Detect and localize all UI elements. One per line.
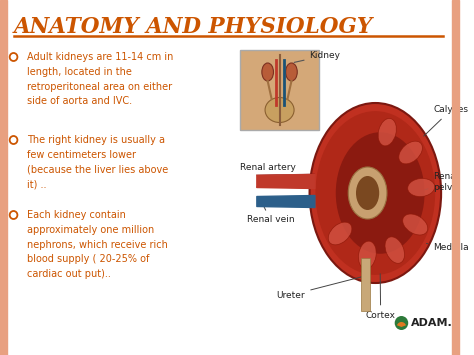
Text: Calyces: Calyces [424,105,468,136]
Text: Each kidney contain
approximately one million
nephrons, which receive rich
blood: Each kidney contain approximately one mi… [27,210,168,279]
Ellipse shape [356,176,379,210]
Text: Medulla: Medulla [427,244,469,252]
Ellipse shape [408,179,435,197]
Ellipse shape [385,237,404,263]
Ellipse shape [286,63,297,81]
Text: ANATOMY AND PHYSIOLOGY: ANATOMY AND PHYSIOLOGY [14,16,373,38]
Ellipse shape [399,141,422,164]
Ellipse shape [336,132,425,254]
Ellipse shape [403,214,428,235]
Text: The right kidney is usually a
few centimeters lower
(because the liver lies abov: The right kidney is usually a few centim… [27,135,168,190]
Text: Kidney: Kidney [294,51,340,62]
Ellipse shape [316,111,435,275]
Bar [452,0,458,355]
Text: Adult kidneys are 11-14 cm in
length, located in the
retroperitoneal area on eit: Adult kidneys are 11-14 cm in length, lo… [27,52,173,106]
Ellipse shape [348,167,387,219]
Text: Cortex: Cortex [365,274,396,320]
Text: Renal artery: Renal artery [240,164,296,179]
Wedge shape [397,322,406,327]
Bar [361,258,371,311]
Circle shape [395,316,408,330]
Ellipse shape [310,103,441,283]
Ellipse shape [265,98,294,122]
Text: Ureter: Ureter [277,277,363,300]
Text: ADAM.: ADAM. [411,318,453,328]
Ellipse shape [262,63,273,81]
Ellipse shape [358,241,376,269]
Bar [240,50,319,130]
Text: Renal
pelvis: Renal pelvis [419,172,460,192]
Text: Renal vein: Renal vein [246,203,294,224]
Ellipse shape [378,119,396,146]
Ellipse shape [328,222,352,245]
Bar [0,0,7,355]
